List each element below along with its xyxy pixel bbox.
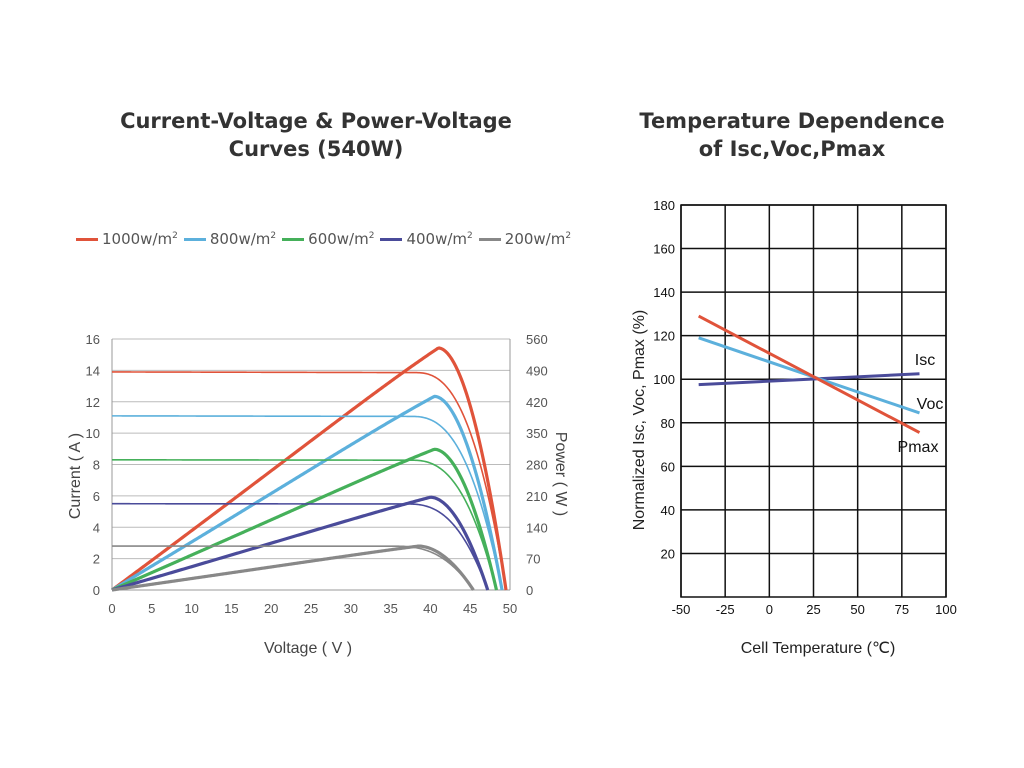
iv-y-tick-label: 2 bbox=[93, 552, 100, 567]
legend-item-800: 800w/m2 bbox=[183, 230, 277, 248]
iv-y-tick-label: 4 bbox=[93, 520, 100, 535]
pv-power-curve-1 bbox=[111, 394, 504, 592]
iv-y2-tick-label: 350 bbox=[526, 426, 548, 441]
legend-item-600: 600w/m2 bbox=[282, 230, 374, 248]
iv-current-curve-0 bbox=[111, 371, 507, 591]
iv-current-curve-2 bbox=[111, 458, 498, 591]
iv-x-tick-label: 20 bbox=[264, 601, 278, 616]
iv-y2-tick-label: 280 bbox=[526, 458, 548, 473]
temp-x-tick-label: 50 bbox=[850, 602, 864, 617]
temp-series-label-pmax: Pmax bbox=[898, 439, 939, 456]
iv-y2-tick-label: 70 bbox=[526, 552, 540, 567]
legend-sup: 2 bbox=[565, 231, 572, 241]
temp-x-tick-label: -25 bbox=[716, 602, 735, 617]
iv-y2-tick-label: 140 bbox=[526, 520, 548, 535]
iv-y2-tick-label: 0 bbox=[526, 583, 533, 598]
pv-power-curve-4 bbox=[111, 544, 475, 592]
iv-y-tick-label: 16 bbox=[86, 332, 100, 347]
pv-power-curve-0 bbox=[111, 346, 508, 592]
iv-x-tick-label: 40 bbox=[423, 601, 437, 616]
temp-plot-frame bbox=[680, 204, 947, 598]
iv-x-axis-label: Voltage ( V ) bbox=[264, 640, 352, 657]
temp-x-axis-label: Cell Temperature (℃) bbox=[741, 640, 896, 657]
temp-series-label-voc: Voc bbox=[917, 396, 944, 413]
legend-label: 600w/m bbox=[308, 230, 369, 248]
temp-y-tick-label: 120 bbox=[653, 329, 675, 344]
iv-x-tick-label: 5 bbox=[148, 601, 155, 616]
iv-x-tick-label: 15 bbox=[224, 601, 238, 616]
iv-y2-axis-label: Power ( W ) bbox=[552, 432, 569, 516]
iv-legend: 1000w/m2 800w/m2 600w/m2 400w/m2 200w/m2 bbox=[76, 227, 577, 251]
temp-x-tick-label: 0 bbox=[766, 602, 773, 617]
temp-y-tick-label: 80 bbox=[661, 416, 675, 431]
legend-swatch bbox=[380, 237, 403, 241]
iv-y-tick-label: 14 bbox=[86, 363, 100, 378]
temp-series-label-isc: Isc bbox=[915, 352, 935, 369]
legend-label: 1000w/m bbox=[102, 230, 173, 248]
temp-y-tick-label: 40 bbox=[661, 503, 675, 518]
temp-title-line2: of Isc,Voc,Pmax bbox=[698, 137, 886, 161]
iv-x-tick-label: 0 bbox=[108, 601, 115, 616]
legend-sup: 2 bbox=[368, 231, 375, 241]
legend-sup: 2 bbox=[172, 231, 178, 241]
temp-y-tick-label: 60 bbox=[661, 459, 675, 474]
legend-sup: 2 bbox=[467, 231, 473, 241]
pv-power-curve-2 bbox=[111, 447, 499, 592]
temp-y-tick-label: 160 bbox=[653, 242, 675, 257]
iv-x-tick-label: 45 bbox=[463, 601, 477, 616]
iv-y-tick-label: 6 bbox=[93, 489, 100, 504]
temp-y-tick-label: 20 bbox=[661, 546, 675, 561]
temp-x-tick-label: 25 bbox=[806, 602, 820, 617]
temp-y-tick-label: 100 bbox=[653, 372, 675, 387]
temp-x-tick-label: -50 bbox=[672, 602, 691, 617]
temp-chart-title: Temperature Dependence of Isc,Voc,Pmax bbox=[612, 107, 972, 163]
iv-current-curve-3 bbox=[112, 502, 489, 591]
legend-sup: 2 bbox=[270, 231, 277, 241]
iv-y-tick-label: 8 bbox=[93, 458, 100, 473]
temp-y-tick-label: 180 bbox=[653, 198, 675, 213]
iv-current-curve-1 bbox=[112, 415, 503, 591]
iv-x-tick-label: 30 bbox=[344, 601, 358, 616]
iv-y2-tick-label: 420 bbox=[526, 395, 548, 410]
legend-swatch bbox=[478, 237, 501, 241]
legend-label: 800w/m bbox=[209, 230, 271, 248]
temp-title-line1: Temperature Dependence bbox=[639, 109, 945, 133]
iv-x-tick-label: 25 bbox=[304, 601, 318, 616]
iv-y2-tick-label: 210 bbox=[526, 489, 548, 504]
temp-y-axis-label: Normalized Isc, Voc, Pmax (%) bbox=[631, 310, 648, 531]
legend-item-200: 200w/m2 bbox=[478, 230, 572, 248]
iv-y2-tick-label: 490 bbox=[526, 363, 548, 378]
temp-series-line-pmax bbox=[697, 314, 921, 434]
iv-title-line2: Curves (540W) bbox=[228, 137, 404, 161]
iv-y-tick-label: 12 bbox=[86, 395, 100, 410]
legend-item-1000: 1000w/m2 bbox=[76, 230, 178, 248]
iv-y-tick-label: 10 bbox=[86, 426, 100, 441]
temp-x-tick-label: 100 bbox=[935, 602, 957, 617]
iv-x-tick-label: 50 bbox=[503, 601, 517, 616]
temp-series-line-isc bbox=[698, 372, 920, 387]
iv-y-tick-label: 0 bbox=[93, 583, 100, 598]
legend-label: 400w/m bbox=[406, 230, 468, 248]
temp-x-tick-label: 75 bbox=[895, 602, 909, 617]
legend-label: 200w/m bbox=[504, 230, 566, 248]
iv-x-tick-label: 10 bbox=[184, 601, 198, 616]
iv-y2-tick-label: 560 bbox=[526, 332, 548, 347]
pv-power-curve-3 bbox=[111, 495, 490, 592]
legend-swatch bbox=[282, 237, 305, 241]
iv-title-line1: Current-Voltage & Power-Voltage bbox=[120, 109, 512, 133]
iv-y-axis-label: Current ( A ) bbox=[67, 433, 84, 519]
iv-chart-title: Current-Voltage & Power-Voltage Curves (… bbox=[116, 107, 516, 163]
temp-y-tick-label: 140 bbox=[653, 285, 675, 300]
legend-swatch bbox=[183, 237, 206, 241]
legend-swatch bbox=[76, 237, 98, 241]
iv-x-tick-label: 35 bbox=[383, 601, 397, 616]
legend-item-400: 400w/m2 bbox=[380, 230, 473, 248]
